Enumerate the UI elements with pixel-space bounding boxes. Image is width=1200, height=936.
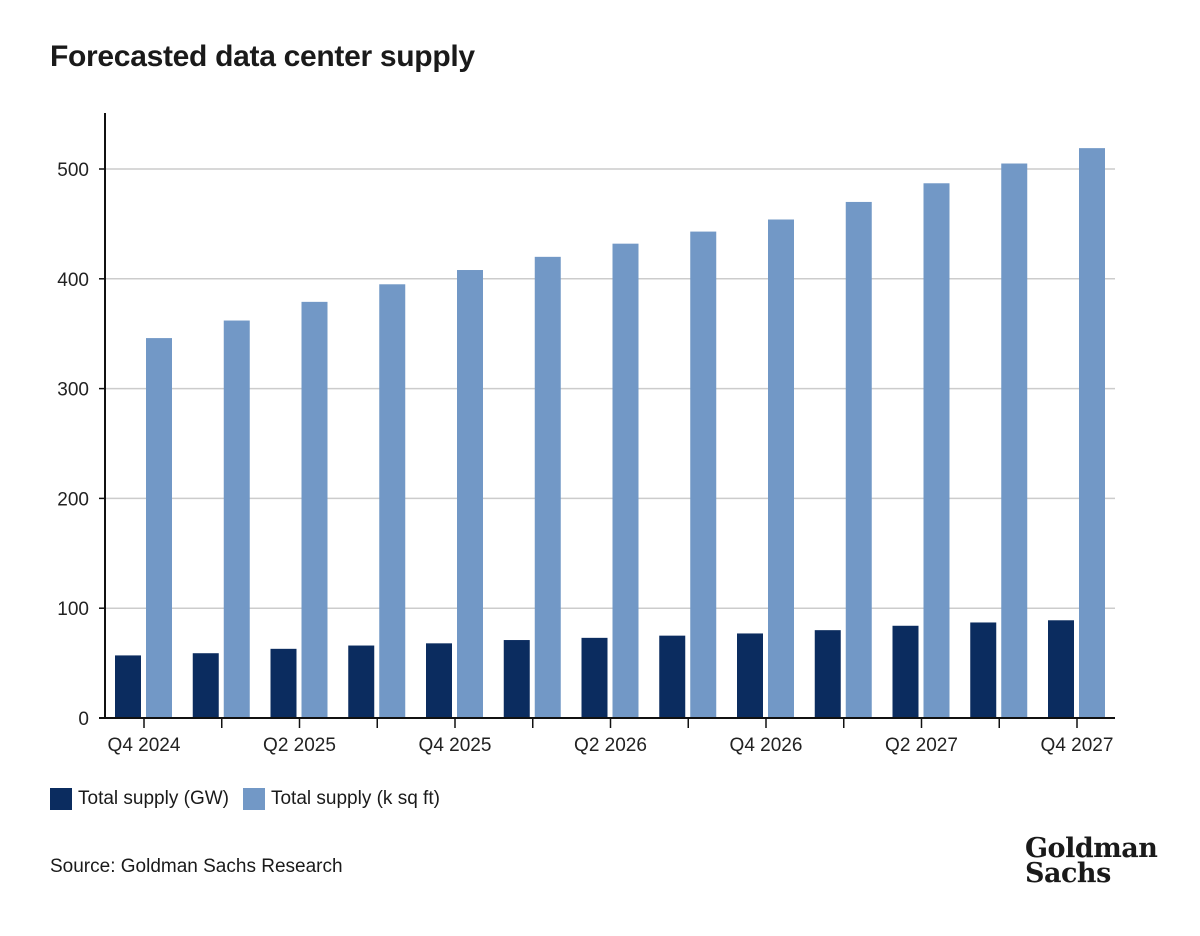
x-tick-label: Q2 2027 bbox=[885, 735, 958, 756]
x-tick-label: Q2 2025 bbox=[263, 735, 336, 756]
y-tick-label: 0 bbox=[78, 709, 89, 730]
x-tick-label: Q2 2026 bbox=[574, 735, 647, 756]
bar-sqft bbox=[457, 270, 483, 718]
bar-gw bbox=[192, 653, 219, 718]
bar-sqft bbox=[223, 320, 250, 718]
legend-item-sqft: Total supply (k sq ft) bbox=[242, 788, 440, 810]
x-tick-label: Q4 2025 bbox=[419, 735, 492, 756]
bar-sqft bbox=[768, 219, 794, 718]
legend-item-gw: Total supply (GW) bbox=[50, 788, 229, 810]
y-tick-label: 500 bbox=[57, 160, 89, 181]
bar-sqft bbox=[845, 201, 872, 718]
bar-gw bbox=[892, 625, 919, 718]
bar-gw bbox=[1048, 620, 1074, 718]
bar-sqft bbox=[146, 338, 172, 718]
bar-gw bbox=[115, 655, 141, 718]
bar-gw bbox=[426, 643, 452, 718]
bar-gw bbox=[659, 635, 686, 718]
legend-swatch-sqft bbox=[242, 788, 265, 810]
x-tick-label: Q4 2024 bbox=[108, 735, 181, 756]
bar-sqft bbox=[690, 231, 717, 718]
chart-title: Forecasted data center supply bbox=[50, 40, 475, 73]
bar-sqft bbox=[534, 256, 561, 718]
bar-gw bbox=[581, 637, 608, 718]
bar-sqft bbox=[923, 183, 950, 719]
y-tick-label: 300 bbox=[57, 380, 89, 401]
x-tick-label: Q4 2026 bbox=[730, 735, 803, 756]
legend: Total supply (GW) Total supply (k sq ft) bbox=[50, 788, 454, 810]
bar-sqft bbox=[1001, 163, 1028, 718]
bar-gw bbox=[270, 648, 297, 718]
y-tick-label: 200 bbox=[57, 489, 89, 510]
legend-swatch-gw bbox=[50, 788, 72, 810]
bar-gw bbox=[348, 645, 375, 718]
bar-gw bbox=[737, 633, 763, 718]
bar-gw bbox=[503, 640, 530, 718]
legend-label-sqft: Total supply (k sq ft) bbox=[270, 788, 440, 809]
bar-gw bbox=[970, 622, 997, 718]
source-note: Source: Goldman Sachs Research bbox=[50, 856, 343, 877]
legend-label-gw: Total supply (GW) bbox=[78, 788, 229, 809]
bar-sqft bbox=[301, 301, 328, 718]
x-tick-label: Q4 2027 bbox=[1041, 735, 1114, 756]
y-tick-label: 400 bbox=[57, 270, 89, 291]
bar-gw bbox=[814, 630, 841, 718]
bar-sqft bbox=[612, 243, 639, 718]
y-tick-label: 100 bbox=[57, 599, 89, 620]
goldman-sachs-logo: Goldman Sachs bbox=[1025, 833, 1158, 889]
bar-sqft bbox=[379, 284, 406, 718]
bar-sqft bbox=[1079, 148, 1105, 718]
